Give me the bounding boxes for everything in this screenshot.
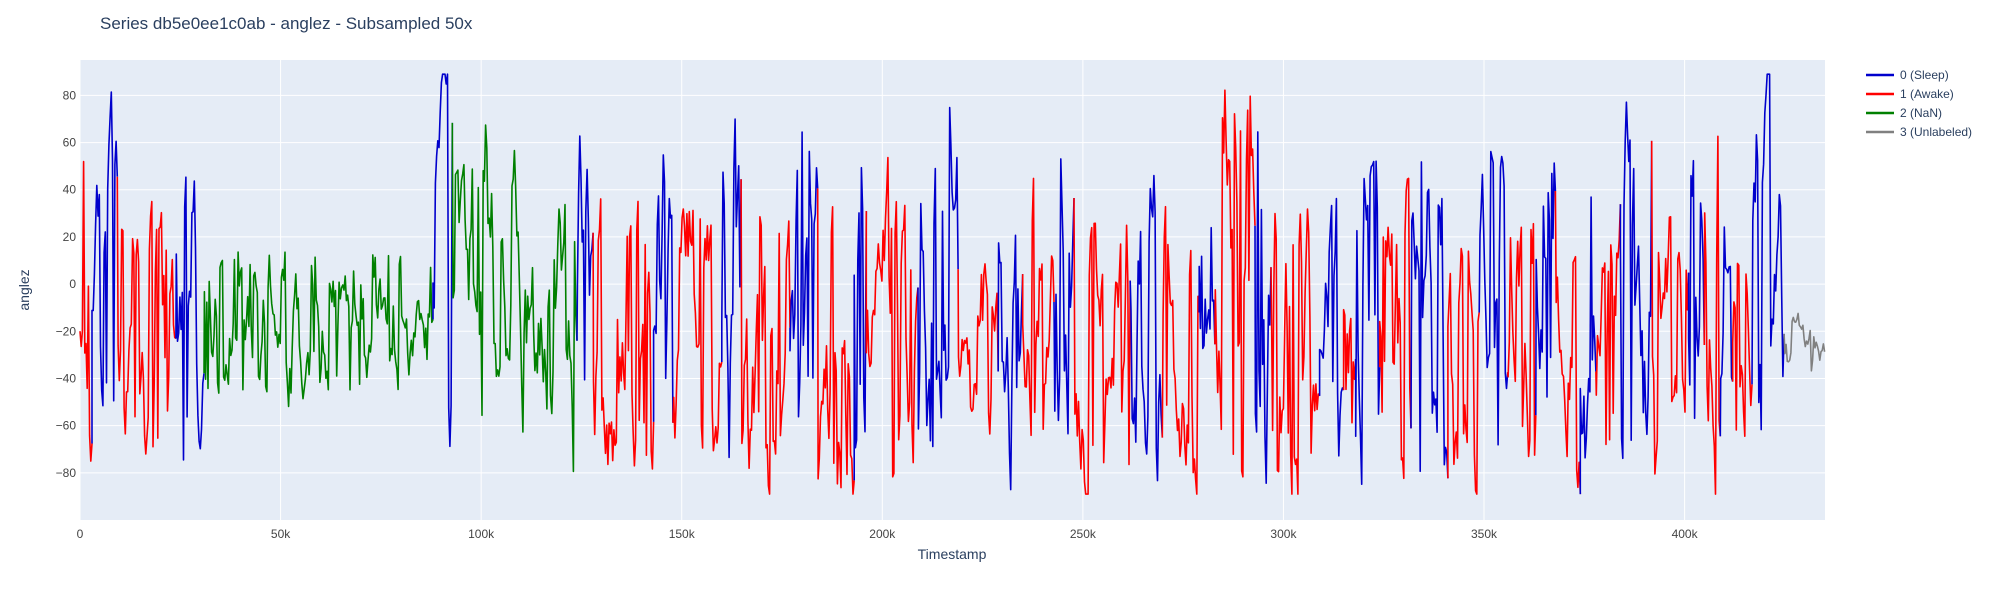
series-line-2 xyxy=(451,122,578,473)
series-line-1 xyxy=(1731,262,1753,438)
series-line-0 xyxy=(1254,131,1272,485)
x-axis-label: Timestamp xyxy=(918,546,987,562)
legend-label: 1 (Awake) xyxy=(1900,87,1954,101)
series-line-0 xyxy=(1719,226,1734,437)
series-line-0 xyxy=(1751,73,1785,431)
series-line-1 xyxy=(79,160,93,462)
x-tick-label: 350k xyxy=(1471,527,1498,541)
x-tick-label: 100k xyxy=(468,527,495,541)
series-line-0 xyxy=(175,176,205,461)
x-tick-label: 0 xyxy=(77,527,84,541)
series-line-0 xyxy=(1318,197,1345,457)
x-tick-label: 200k xyxy=(869,527,896,541)
series-lines xyxy=(79,73,1826,495)
series-line-1 xyxy=(592,198,655,470)
series-line-0 xyxy=(1354,160,1381,486)
series-line-0 xyxy=(1129,174,1164,482)
series-line-0 xyxy=(1410,161,1449,479)
series-line-1 xyxy=(1270,208,1321,495)
series-line-1 xyxy=(116,176,177,455)
series-line-0 xyxy=(91,91,119,444)
y-tick-label: −80 xyxy=(56,466,77,480)
series-line-2 xyxy=(203,251,434,408)
x-tick-label: 50k xyxy=(271,527,291,541)
series-line-1 xyxy=(1447,247,1480,495)
series-line-1 xyxy=(1378,177,1412,480)
series-line-0 xyxy=(576,135,594,381)
y-tick-label: 20 xyxy=(63,230,77,244)
series-line-0 xyxy=(853,166,868,481)
series-line-1 xyxy=(816,188,855,495)
legend[interactable]: 0 (Sleep) 1 (Awake) 2 (NaN) 3 (Unlabeled) xyxy=(1866,68,1972,139)
series-line-1 xyxy=(957,263,999,435)
y-tick-label: 80 xyxy=(63,88,77,102)
y-tick-label: −20 xyxy=(56,324,77,338)
series-line-1 xyxy=(1595,204,1622,446)
x-tick-label: 300k xyxy=(1270,527,1297,541)
series-line-1 xyxy=(865,156,919,478)
series-line-0 xyxy=(1478,150,1509,446)
series-line-0 xyxy=(1198,226,1216,350)
series-line-0 xyxy=(789,131,819,418)
legend-label: 2 (NaN) xyxy=(1900,106,1942,120)
y-tick-label: −40 xyxy=(56,371,77,385)
series-line-1 xyxy=(672,208,723,452)
series-line-0 xyxy=(1619,101,1653,460)
y-tick-label: 60 xyxy=(63,136,77,150)
legend-item[interactable]: 1 (Awake) xyxy=(1866,87,1954,101)
legend-item[interactable]: 0 (Sleep) xyxy=(1866,68,1949,82)
series-line-0 xyxy=(997,234,1024,491)
series-line-1 xyxy=(740,179,791,495)
series-line-1 xyxy=(1506,222,1537,458)
series-line-0 xyxy=(720,118,742,459)
series-line-1 xyxy=(1703,135,1722,495)
tick-labels: 0 50k 100k 150k 200k 250k 300k 350k 400k 80 60 40 20… xyxy=(56,88,1699,541)
legend-item[interactable]: 3 (Unlabeled) xyxy=(1866,125,1972,139)
chart-title: Series db5e0ee1c0ab - anglez - Subsample… xyxy=(100,14,473,33)
series-line-0 xyxy=(432,73,454,448)
series-line-0 xyxy=(917,106,959,448)
legend-label: 3 (Unlabeled) xyxy=(1900,125,1972,139)
series-line-1 xyxy=(1073,197,1131,495)
series-line-1 xyxy=(1161,205,1200,495)
y-tick-label: −60 xyxy=(56,419,77,433)
y-tick-label: 0 xyxy=(69,277,76,291)
x-tick-label: 400k xyxy=(1672,527,1699,541)
x-tick-label: 150k xyxy=(669,527,696,541)
series-line-0 xyxy=(1535,162,1557,416)
x-tick-label: 250k xyxy=(1070,527,1097,541)
grid-lines xyxy=(79,60,1825,520)
series-line-1 xyxy=(1650,140,1690,475)
legend-item[interactable]: 2 (NaN) xyxy=(1866,106,1942,120)
series-line-1 xyxy=(1021,177,1055,437)
series-line-0 xyxy=(1053,158,1075,435)
y-tick-label: 40 xyxy=(63,183,77,197)
series-line-1 xyxy=(1342,308,1357,424)
y-axis-label: anglez xyxy=(16,269,32,310)
series-line-1 xyxy=(1214,89,1256,478)
series-line-0 xyxy=(652,154,674,423)
series-line-3 xyxy=(1783,312,1826,372)
series-line-1 xyxy=(1554,190,1582,495)
series-line-0 xyxy=(1579,196,1597,495)
series-line-0 xyxy=(1687,159,1706,420)
legend-label: 0 (Sleep) xyxy=(1900,68,1949,82)
